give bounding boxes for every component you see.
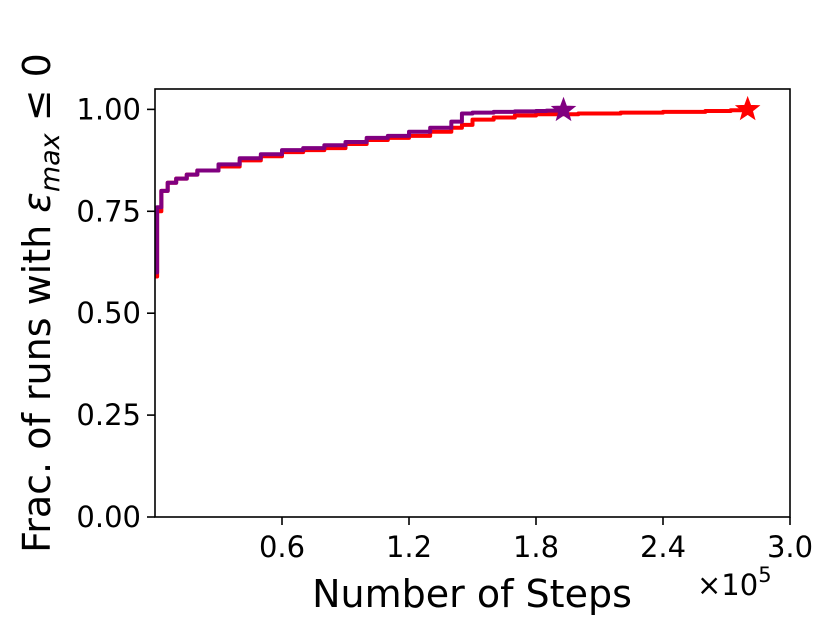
x-axis-multiplier: ×105 [697, 563, 772, 602]
y-axis: 0.00 0.25 0.50 0.75 1.00 [76, 92, 155, 534]
x-axis: 0.6 1.2 1.8 2.4 3.0 [259, 517, 813, 564]
x-axis-title: Number of Steps [312, 572, 632, 616]
x-tick-label: 0.6 [259, 530, 305, 564]
x-axis-multiplier-exponent: 5 [758, 563, 771, 587]
x-tick-label: 1.8 [513, 530, 559, 564]
plot-area [155, 89, 790, 517]
x-tick-label: 1.2 [386, 530, 432, 564]
series-end-star-0 [734, 95, 761, 121]
y-tick-label: 0.75 [76, 194, 141, 228]
x-tick-label: 2.4 [640, 530, 686, 564]
x-tick-label: 3.0 [767, 530, 813, 564]
y-tick-label: 0.25 [76, 398, 141, 432]
series-end-star-1 [550, 96, 577, 122]
y-axis-title: Frac. of runs with εmax ≤ 0 [15, 53, 66, 553]
series-layer [155, 95, 761, 279]
series-line-1 [155, 108, 566, 275]
y-tick-label: 1.00 [76, 92, 141, 126]
y-tick-label: 0.00 [76, 500, 141, 534]
y-tick-label: 0.50 [76, 296, 141, 330]
plot-frame [154, 88, 791, 518]
